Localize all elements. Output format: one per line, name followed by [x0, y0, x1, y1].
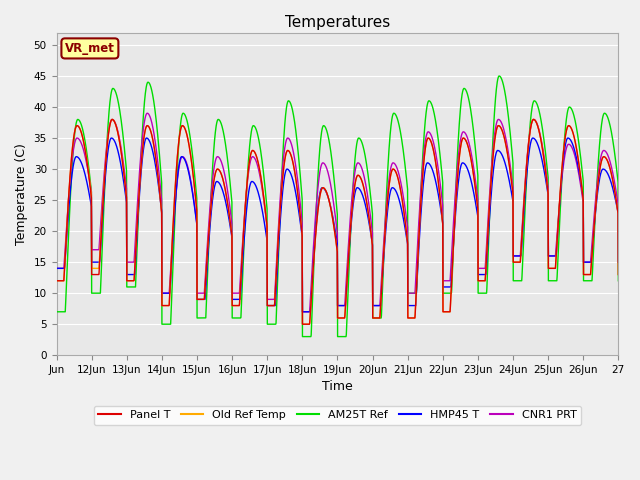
Legend: Panel T, Old Ref Temp, AM25T Ref, HMP45 T, CNR1 PRT: Panel T, Old Ref Temp, AM25T Ref, HMP45 …: [94, 406, 581, 425]
X-axis label: Time: Time: [322, 381, 353, 394]
Text: VR_met: VR_met: [65, 42, 115, 55]
Y-axis label: Temperature (C): Temperature (C): [15, 143, 28, 245]
Title: Temperatures: Temperatures: [285, 15, 390, 30]
